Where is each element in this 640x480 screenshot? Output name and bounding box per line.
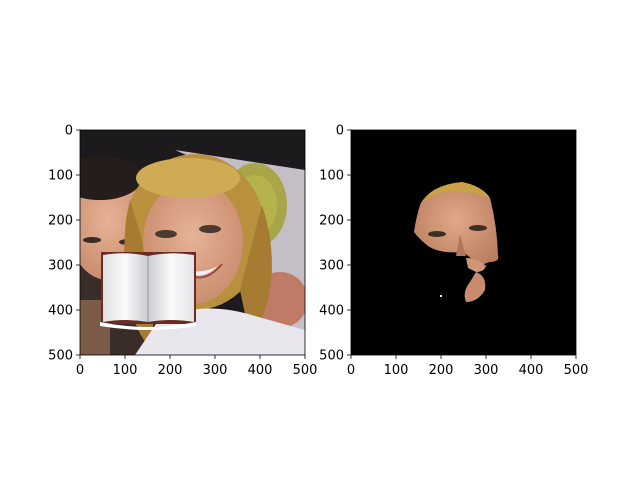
right-xtick-label: 300: [474, 363, 499, 378]
right-xtick-label: 0: [347, 363, 355, 378]
right-ytick-label: 400: [319, 304, 344, 319]
left-xtick-label: 200: [158, 363, 183, 378]
left-ytick-label: 300: [48, 259, 73, 274]
mask-image: [351, 130, 576, 355]
right-xtick-label: 500: [564, 363, 589, 378]
right-ytick-label: 500: [319, 349, 344, 364]
left-xtick-label: 400: [248, 363, 273, 378]
right-ytick-label: 0: [336, 124, 344, 139]
right-ytick-label: 100: [319, 169, 344, 184]
book-overlay: [100, 252, 196, 330]
right-axes-frame: [350, 129, 577, 356]
right-xtick-label: 400: [519, 363, 544, 378]
left-xtick-label: 100: [113, 363, 138, 378]
left-xtick-label: 300: [203, 363, 228, 378]
left-xtick-label: 500: [293, 363, 318, 378]
right-xtick-label: 200: [429, 363, 454, 378]
left-ytick-label: 200: [48, 214, 73, 229]
left-ytick-label: 400: [48, 304, 73, 319]
left-ytick-label: 500: [48, 349, 73, 364]
right-xtick-label: 100: [384, 363, 409, 378]
right-ytick-label: 300: [319, 259, 344, 274]
left-xtick-label: 0: [76, 363, 84, 378]
left-ytick-label: 100: [48, 169, 73, 184]
left-axes-frame: [79, 129, 306, 356]
right-ytick-label: 200: [319, 214, 344, 229]
left-ytick-label: 0: [65, 124, 73, 139]
photo-image: [80, 130, 305, 355]
